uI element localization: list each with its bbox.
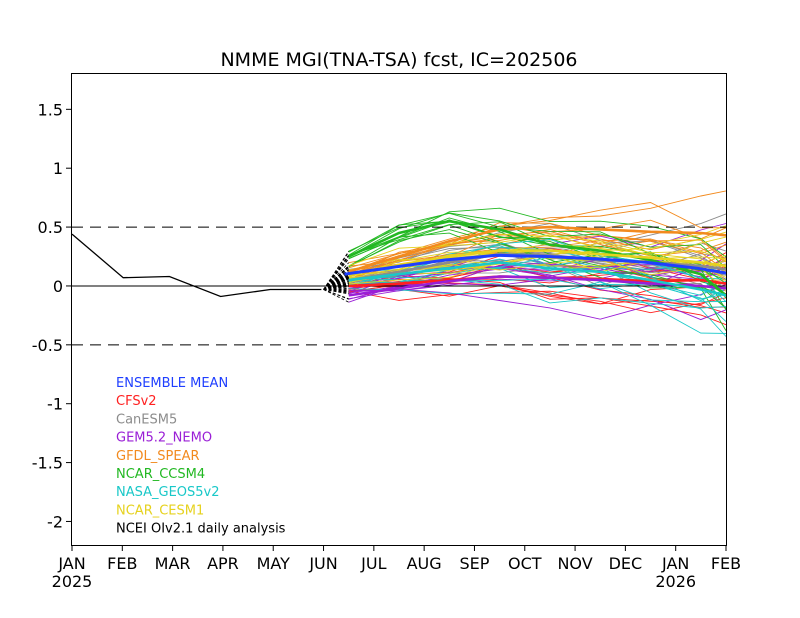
fan-line-5-10 <box>323 288 349 290</box>
fan-line-2-10 <box>323 289 349 300</box>
initialization-fan <box>323 250 350 303</box>
member-line-6-2 <box>348 234 727 267</box>
fan-line-4-10 <box>323 254 350 290</box>
x-tick-label-8: SEP <box>460 554 490 573</box>
chart-title: NMME MGI(TNA-TSA) fcst, IC=202506 <box>220 49 577 71</box>
y-axis: 1.5 1 0.5 0 -0.5 -1 -1.5 -2 <box>32 100 72 531</box>
legend-entry-1: CFSv2 <box>116 394 157 409</box>
fan-line-2-7 <box>323 289 349 293</box>
legend: ENSEMBLE MEAN CFSv2 CanESM5 GEM5.2_NEMO GFDL… <box>116 376 286 537</box>
x-tick-label-9: OCT <box>508 554 542 573</box>
legend-entry-0: ENSEMBLE MEAN <box>116 376 228 391</box>
x-tick-label-13: FEB <box>711 554 741 573</box>
ensemble-mean-line <box>344 253 727 276</box>
fan-line-2-9 <box>323 289 349 295</box>
x-tick-label-11: DEC <box>609 554 643 573</box>
member-line-5-10 <box>348 281 727 334</box>
legend-entry-2: CanESM5 <box>116 412 177 427</box>
model-mean-line-3 <box>348 225 727 274</box>
y-tick-label-1: 1 <box>53 159 63 178</box>
fan-line-2-6 <box>323 286 349 290</box>
legend-entry-4: GFDL_SPEAR <box>116 449 200 464</box>
model-mean-line-6 <box>348 249 727 276</box>
legend-entry-3: GEM5.2_NEMO <box>116 431 212 446</box>
member-line-3-8 <box>348 238 727 280</box>
fan-line-5-5 <box>323 280 349 290</box>
x-tick-label-0: JAN <box>57 554 85 573</box>
x-tick-label-6: JUL <box>360 554 386 573</box>
x-tick-label-1: FEB <box>107 554 137 573</box>
x-year-label-0: 2025 <box>52 572 93 591</box>
legend-entry-7: NCAR_CESM1 <box>116 503 204 518</box>
x-axis: JAN FEB MAR APR MAY JUN JUL AUG SEP OCT NOV DEC JAN F… <box>52 545 741 591</box>
fan-line-6-2 <box>323 265 349 290</box>
fan-line-6-10 <box>323 272 349 290</box>
model-mean-line-4 <box>348 219 727 297</box>
y-tick-label-5: -1 <box>47 395 63 414</box>
legend-entry-5: NCAR_CCSM4 <box>116 467 205 482</box>
y-tick-label-3: 0 <box>53 277 63 296</box>
x-tick-label-7: AUG <box>407 554 442 573</box>
fan-line-2-8 <box>323 289 349 300</box>
legend-entry-8: NCEI OIv2.1 daily analysis <box>116 522 286 537</box>
fan-line-6-6 <box>323 278 349 290</box>
fan-line-6-7 <box>323 282 349 290</box>
legend-entry-6: NASA_GEOS5v2 <box>116 485 220 500</box>
reference-lines <box>72 226 726 346</box>
member-line-2-4 <box>348 283 727 320</box>
x-tick-label-10: NOV <box>557 554 592 573</box>
x-year-label-1: 2026 <box>655 572 696 591</box>
fan-line-2-4 <box>323 289 349 292</box>
x-tick-label-2: MAR <box>155 554 191 573</box>
plot-frame <box>71 73 727 546</box>
observed-line <box>71 233 322 298</box>
model-mean-line-5 <box>348 261 727 297</box>
y-tick-label-2: 0.5 <box>38 218 63 237</box>
y-tick-label-7: -2 <box>47 512 63 531</box>
fan-line-1-8 <box>323 279 349 290</box>
member-line-5-9 <box>348 267 727 322</box>
y-tick-label-4: -0.5 <box>32 336 63 355</box>
x-tick-label-4: MAY <box>257 554 291 573</box>
observed-series <box>71 233 322 298</box>
fan-line-5-3 <box>323 284 349 290</box>
x-tick-label-5: JUN <box>308 554 337 573</box>
y-tick-label-6: -1.5 <box>32 454 63 473</box>
y-tick-label-0: 1.5 <box>38 100 63 119</box>
x-tick-label-3: APR <box>207 554 239 573</box>
x-tick-label-12: JAN <box>661 554 689 573</box>
fan-line-6-9 <box>323 283 349 290</box>
model-mean-lines <box>344 219 727 297</box>
fan-line-5-7 <box>323 278 349 290</box>
